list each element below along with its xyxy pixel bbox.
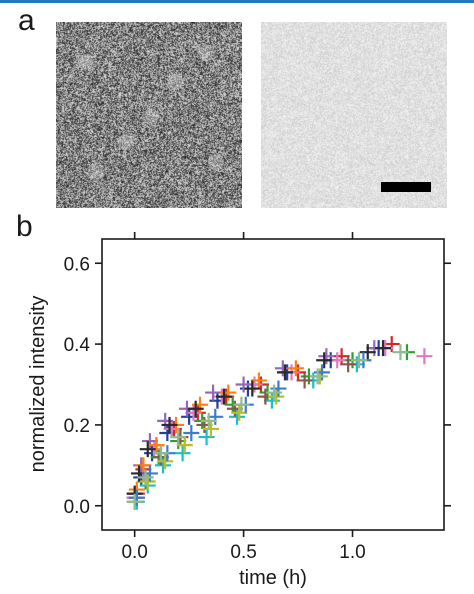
data-point	[276, 364, 293, 381]
chart-axes: 0.0 0.5 1.0 0.0 0.2 0.4 0.6	[64, 232, 451, 563]
data-point	[309, 368, 326, 385]
scale-bar	[381, 182, 431, 192]
panel-b-label: b	[16, 210, 33, 243]
data-point	[359, 344, 376, 361]
data-point	[383, 336, 400, 353]
data-point	[205, 384, 222, 401]
data-point	[176, 437, 193, 454]
data-point	[235, 376, 252, 393]
data-point	[351, 352, 368, 369]
x-axis-label: time (h)	[239, 567, 307, 589]
micrograph-right-wrapper	[261, 22, 447, 208]
data-point	[137, 469, 154, 486]
top-accent-bar	[0, 0, 474, 3]
data-point	[200, 412, 217, 429]
plot-frame	[101, 238, 445, 531]
data-point	[340, 356, 357, 373]
data-point	[392, 344, 409, 361]
data-point	[187, 400, 204, 417]
x-tick-label: 1.0	[339, 542, 365, 563]
data-point	[139, 473, 156, 490]
y-tick-label: 0.2	[64, 416, 90, 437]
data-point	[215, 388, 232, 405]
data-point	[233, 396, 250, 413]
data-point	[375, 340, 392, 357]
data-point	[148, 437, 165, 454]
micrograph-right	[261, 22, 447, 208]
data-point	[314, 364, 331, 381]
data-point	[318, 348, 335, 365]
data-point	[229, 408, 246, 425]
data-point	[266, 384, 283, 401]
y-axis-label: normalized intensity	[27, 296, 49, 473]
data-point	[268, 388, 285, 405]
data-point	[416, 348, 433, 365]
data-point	[287, 360, 304, 377]
data-point	[202, 420, 219, 437]
data-point	[170, 429, 187, 446]
data-point	[198, 429, 215, 446]
data-point	[152, 445, 169, 462]
data-point	[161, 416, 178, 433]
data-point	[126, 493, 143, 510]
data-point	[250, 372, 267, 389]
x-tick-label: 0.5	[230, 542, 256, 563]
y-tick-label: 0.0	[64, 497, 90, 518]
x-tick-label: 0.0	[121, 542, 147, 563]
data-point	[154, 457, 171, 474]
data-point	[157, 453, 174, 470]
chart-marks	[126, 336, 433, 510]
y-tick-label: 0.4	[64, 335, 91, 356]
data-point	[185, 404, 202, 421]
data-point	[128, 489, 145, 506]
data-point	[316, 352, 333, 369]
data-point	[139, 441, 156, 458]
data-point	[174, 445, 191, 462]
data-point	[135, 457, 152, 474]
panel-a-label: a	[18, 4, 35, 37]
data-point	[231, 404, 248, 421]
y-tick-label: 0.6	[64, 254, 90, 275]
data-point	[141, 433, 158, 450]
data-point	[244, 380, 261, 397]
data-point	[183, 425, 200, 441]
data-point	[207, 408, 224, 425]
data-point	[296, 372, 313, 389]
micrograph-left	[56, 22, 242, 208]
